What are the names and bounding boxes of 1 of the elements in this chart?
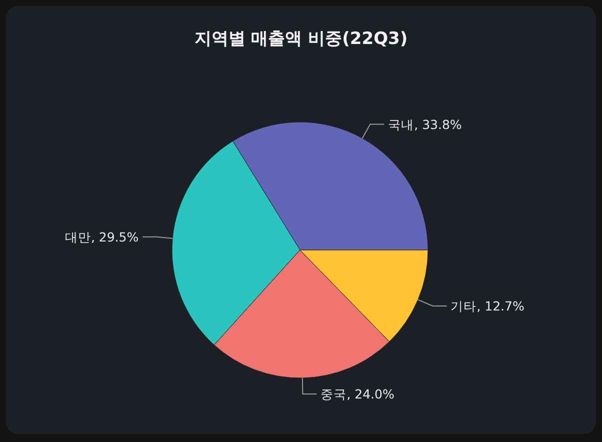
chart-title: 지역별 매출액 비중(22Q3) (194, 29, 408, 49)
